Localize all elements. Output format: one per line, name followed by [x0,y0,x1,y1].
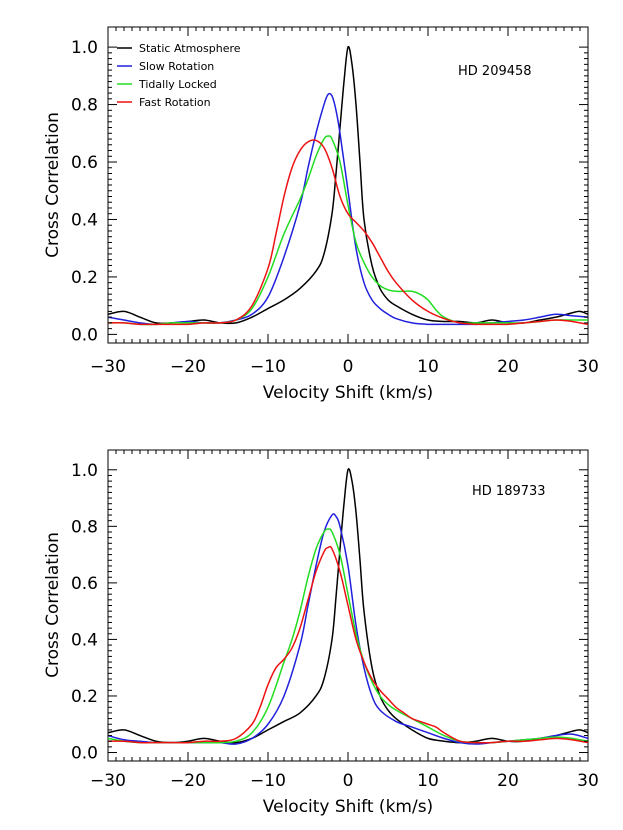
series-line-tidally-locked [108,528,588,744]
y-tick-label: 1.0 [71,461,98,481]
y-tick-label: 0.4 [71,210,98,230]
y-tick-label: 0.2 [71,268,98,288]
y-tick-label: 0.8 [71,517,98,537]
legend-label-slow-rotation: Slow Rotation [139,60,214,73]
series-line-static-atmosphere [108,468,588,744]
y-tick-label: 0.4 [71,630,98,650]
series-line-slow-rotation [108,92,588,326]
legend-label-tidally-locked: Tidally Locked [138,78,217,91]
series-lines [108,468,588,745]
x-tick-label: −10 [250,771,286,791]
legend: Static Atmosphere Slow Rotation Tidally Lo… [117,42,241,109]
star-annotation: HD 209458 [458,64,532,79]
y-tick-label: 0.0 [71,325,98,345]
x-tick-label: −20 [170,771,206,791]
x-tick-label: 0 [343,357,354,377]
y-tick-label: 0.6 [71,574,98,594]
y-axis-label: Cross Correlation [43,532,63,678]
y-tick-label: 0.0 [71,744,98,764]
legend-label-fast-rotation: Fast Rotation [139,96,211,109]
tick-labels: −30 −20 −10 0 10 20 30 0.0 0.2 0.4 0.6 0.8 1.0 [71,461,599,791]
series-lines [108,45,588,326]
x-axis-label: Velocity Shift (km/s) [263,383,433,403]
series-line-fast-rotation [108,545,588,744]
panel-hd-189733: −30 −20 −10 0 10 20 30 0.0 0.2 0.4 0.6 0.8 1.0 Veloc… [43,449,599,817]
x-tick-label: −20 [170,357,206,377]
y-tick-label: 1.0 [71,38,98,58]
x-tick-label: −30 [90,771,126,791]
x-axis-label: Velocity Shift (km/s) [263,797,433,817]
x-tick-label: 20 [497,771,519,791]
axis-ticks [107,450,589,761]
x-tick-label: 20 [497,357,519,377]
y-axis-label: Cross Correlation [43,112,63,258]
series-line-slow-rotation [108,513,588,745]
x-tick-label: 30 [577,357,599,377]
series-line-tidally-locked [108,135,588,326]
x-tick-label: 10 [417,357,439,377]
legend-label-static-atmosphere: Static Atmosphere [139,42,241,55]
x-tick-label: 30 [577,771,599,791]
star-annotation: HD 189733 [472,484,546,499]
y-tick-label: 0.8 [71,96,98,116]
x-tick-label: −30 [90,357,126,377]
x-tick-label: 10 [417,771,439,791]
x-tick-label: 0 [343,771,354,791]
x-tick-label: −10 [250,357,286,377]
series-line-fast-rotation [108,139,588,326]
panel-hd-209458: −30 −20 −10 0 10 20 30 0.0 0.2 0.4 0.6 0.8 1.0 Veloc… [43,26,599,403]
series-line-static-atmosphere [108,45,588,325]
axis-ticks [107,27,589,343]
y-tick-label: 0.6 [71,153,98,173]
y-tick-label: 0.2 [71,687,98,707]
tick-labels: −30 −20 −10 0 10 20 30 0.0 0.2 0.4 0.6 0.8 1.0 [71,38,599,377]
